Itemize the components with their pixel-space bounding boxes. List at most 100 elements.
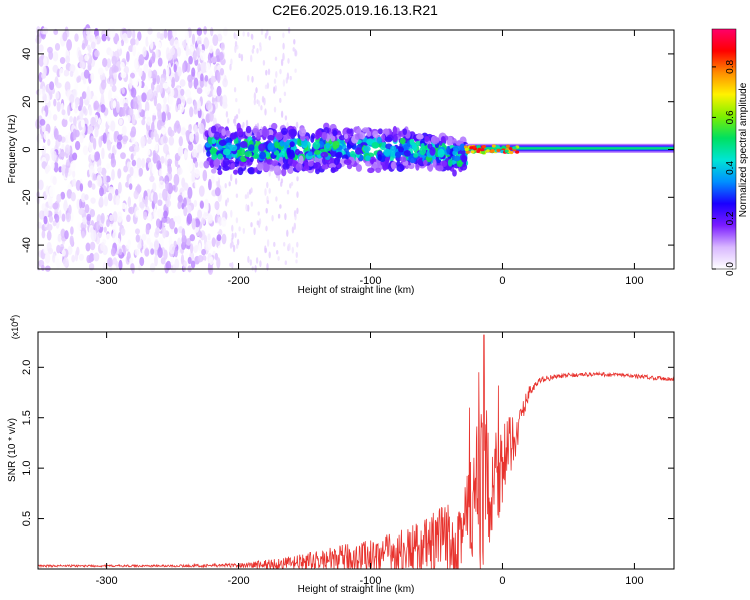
spectrogram-noise-cell <box>42 65 47 77</box>
spectrogram-noise-cell <box>155 48 159 59</box>
spectrogram-band-cell <box>452 145 461 152</box>
spectrogram-noise-cell <box>118 118 123 126</box>
spectrogram-transition-cell <box>287 243 290 250</box>
spectrogram-noise-cell <box>197 63 201 73</box>
spectrogram-noise-cell <box>41 145 46 157</box>
spectrogram-transition-cell <box>250 187 253 194</box>
spectrogram-noise-cell <box>113 65 119 73</box>
spectrogram-noise-cell <box>115 195 120 206</box>
spectrogram-transition-cell <box>229 262 232 267</box>
spectrogram-noise-cell <box>70 160 76 172</box>
snr-background <box>38 332 674 569</box>
spectrogram-noise-cell <box>191 172 195 183</box>
spectrogram-noise-cell <box>222 77 228 88</box>
spectrogram-band-cell <box>330 135 336 142</box>
spectrogram-transition-cell <box>264 84 268 90</box>
spectrogram-noise-cell <box>112 222 117 233</box>
spectrogram-noise-cell <box>101 147 105 160</box>
spectrogram-band-cell <box>295 163 303 172</box>
spectrogram-noise-cell <box>176 215 182 225</box>
spectrogram-noise-cell <box>220 42 225 51</box>
spectrogram-noise-cell <box>93 252 100 262</box>
spectrogram-noise-cell <box>151 121 155 134</box>
spectrogram-noise-cell <box>56 258 60 271</box>
colorbar-tick-label: 0.6 <box>725 110 736 124</box>
spectrogram-noise-cell <box>85 242 91 252</box>
spectrogram-noise-cell <box>69 70 74 77</box>
spectrogram-noise-cell <box>106 163 111 170</box>
spectrogram-noise-cell <box>159 82 163 94</box>
spectrogram-x-axis: -300 -200 -100 0 100 <box>96 30 644 287</box>
spectrogram-band-cell <box>436 165 444 172</box>
spectrogram-noise-cell <box>163 210 168 219</box>
spectrogram-band-cell <box>294 148 301 156</box>
spectrogram-noise-cell <box>91 183 96 190</box>
spectrogram-noise-cell <box>196 27 203 36</box>
spectrogram-band-cell <box>211 153 218 160</box>
spectrogram-noise-cell <box>79 134 84 144</box>
spectrogram-noise-cell <box>52 176 57 186</box>
spectrogram-band-cell <box>365 155 371 162</box>
spectrogram-noise-cell <box>139 256 145 267</box>
spectrogram-transition-cell <box>224 75 227 83</box>
spectrogram-noise-cell <box>205 62 211 73</box>
spectrogram-noise-cell <box>146 237 151 245</box>
spectrogram-noise-cell <box>144 148 151 156</box>
spectrogram-noise-cell <box>81 230 85 239</box>
spectrogram-noise-cell <box>90 197 96 204</box>
spectrogram-transition-cell <box>233 32 236 39</box>
spectrogram-band-cell <box>298 127 307 137</box>
spectrogram-noise-cell <box>121 125 127 136</box>
spectrogram-band-cell <box>217 169 223 175</box>
snr-x-tick-label: -200 <box>228 575 250 587</box>
spectrogram-band-cell <box>412 143 417 151</box>
spectrogram-transition-cell <box>265 207 268 214</box>
spectrogram-band-cell <box>413 152 419 158</box>
spectrogram-transition-cell <box>264 245 267 254</box>
spectrogram-band-cell <box>248 144 255 150</box>
spectrogram-noise-cell <box>157 57 163 67</box>
spectrogram-tone-cell <box>465 150 470 154</box>
spectrogram-noise-cell <box>59 67 64 79</box>
spectrogram-noise-cell <box>214 222 220 233</box>
spectrogram-noise-cell <box>130 87 137 98</box>
spectrogram-transition-cell <box>235 114 239 119</box>
spectrogram-noise-cell <box>207 233 211 241</box>
spectrogram-noise-cell <box>162 226 167 239</box>
spectrogram-noise-cell <box>143 63 149 74</box>
spectrogram-transition-cell <box>234 40 238 47</box>
spectrogram-noise-cell <box>50 125 54 135</box>
spectrogram-band-cell <box>335 151 343 159</box>
spectrogram-noise-cell <box>100 79 107 90</box>
spectrogram-transition-cell <box>244 194 248 200</box>
spectrogram-noise-cell <box>185 89 191 98</box>
spectrogram-noise-cell <box>48 215 54 223</box>
spectrogram-noise-cell <box>153 240 160 250</box>
spectrogram-noise-cell <box>147 211 152 222</box>
spectrogram-noise-cell <box>101 33 107 42</box>
spectrogram-transition-cell <box>262 59 266 66</box>
spectrogram-transition-cell <box>287 57 290 64</box>
spectrogram-band-cell <box>236 127 243 136</box>
spectrogram-noise-cell <box>110 247 116 257</box>
spectrogram-noise-cell <box>167 158 173 165</box>
spectrogram-transition-cell <box>238 226 241 232</box>
spectrogram-noise-cell <box>161 111 166 123</box>
spectrogram-noise-cell <box>169 47 176 56</box>
spectrogram-transition-cell <box>296 121 299 129</box>
spectrogram-noise-cell <box>157 199 163 207</box>
spectrogram-band-cell <box>313 141 320 150</box>
spectrogram-transition-cell <box>249 259 252 266</box>
spectrogram-band-cell <box>274 141 280 149</box>
spectrogram-transition-cell <box>255 87 258 94</box>
spectrogram-band-cell <box>307 161 314 167</box>
spectrogram-noise-cell <box>173 122 178 133</box>
spectrogram-heatmap <box>35 24 674 275</box>
spectrogram-noise-cell <box>55 82 62 89</box>
spectrogram-noise-cell <box>138 167 144 177</box>
spectrogram-noise-cell <box>93 100 100 110</box>
spectrogram-noise-cell <box>90 41 96 50</box>
spectrogram-noise-cell <box>38 44 44 53</box>
spectrogram-noise-cell <box>100 167 107 176</box>
spectrogram-band-cell <box>437 148 445 158</box>
